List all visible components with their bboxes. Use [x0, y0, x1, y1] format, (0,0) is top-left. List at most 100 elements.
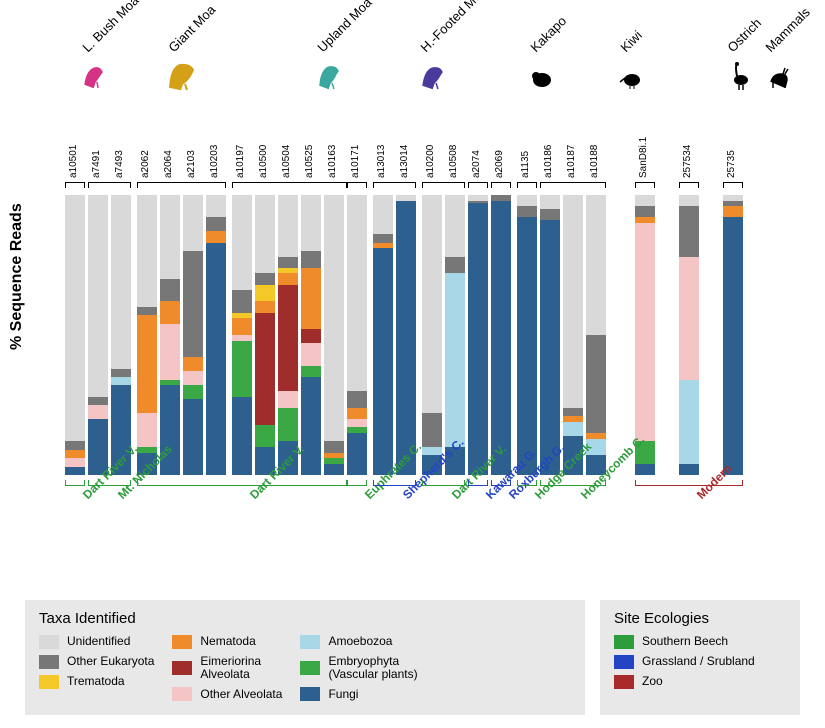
bar-segment: [88, 397, 108, 405]
bar-segment: [679, 195, 699, 206]
bar-segment: [301, 366, 321, 377]
taxa-legend-title: Taxa Identified: [39, 610, 571, 627]
bar-segment: [232, 341, 252, 397]
sample-id: a10501: [68, 145, 79, 178]
bar-segment: [468, 203, 488, 475]
bar-segment: [206, 217, 226, 231]
sample-id: a2074: [471, 150, 482, 178]
sample-bracket: [347, 182, 367, 188]
kiwi-icon: [618, 60, 648, 97]
bar-segment: [301, 377, 321, 475]
bar-segment: [160, 301, 180, 323]
stacked-bar: [517, 195, 537, 475]
bar-segment: [517, 206, 537, 217]
bar-segment: [278, 408, 298, 442]
bar-segment: [324, 441, 344, 452]
stacked-bar: [65, 195, 85, 475]
sample-bracket: [540, 182, 606, 188]
bar-segment: [347, 408, 367, 419]
species-label: Kakapo: [527, 13, 569, 55]
stacked-bar: [137, 195, 157, 475]
stacked-bar: [445, 195, 465, 475]
sample-id: a10504: [281, 145, 292, 178]
legend-swatch: [300, 687, 320, 701]
bar-segment: [301, 195, 321, 251]
species-label: H.-Footed Moa: [417, 0, 489, 55]
bar-segment: [65, 467, 85, 475]
bar-segment: [232, 195, 252, 290]
moa-small-icon: [80, 60, 110, 97]
bar-segment: [679, 380, 699, 464]
site-bracket: [137, 480, 347, 486]
bar-segment: [324, 195, 344, 441]
stacked-bar: [563, 195, 583, 475]
bar-segment: [540, 209, 560, 220]
stacked-bar: [183, 195, 203, 475]
bar-segment: [255, 285, 275, 302]
bar-segment: [445, 257, 465, 274]
bar-segment: [255, 273, 275, 284]
legend-swatch: [614, 655, 634, 669]
kakapo-icon: [528, 60, 558, 97]
bar-segment: [183, 357, 203, 371]
sample-id: a10171: [350, 145, 361, 178]
bar-segment: [255, 301, 275, 312]
species-label: Ostrich: [724, 15, 764, 55]
sample-id: a10200: [425, 145, 436, 178]
bar-segment: [206, 243, 226, 475]
legend-swatch: [614, 675, 634, 689]
sample-id: a10525: [304, 145, 315, 178]
legend-label: Trematoda: [67, 675, 125, 688]
sample-id: 25735: [726, 150, 737, 178]
bar-segment: [278, 195, 298, 257]
legend-label: Other Eukaryota: [67, 655, 154, 668]
legend-item: Southern Beech: [614, 635, 786, 649]
stacked-bar: [232, 195, 252, 475]
chart-container: % Sequence Reads L. Bush MoaGiant MoaUpl…: [0, 0, 825, 728]
bar-segment: [88, 405, 108, 419]
site-bracket: [491, 480, 511, 486]
bar-segment: [373, 234, 393, 242]
legend-swatch: [300, 661, 320, 675]
stacked-bar: [723, 195, 743, 475]
sample-labels: a10501a7491a7493a2062a2064a2103a10203a10…: [65, 120, 805, 190]
legend-item: Zoo: [614, 675, 786, 689]
bar-segment: [278, 391, 298, 408]
species-label: Giant Moa: [165, 2, 218, 55]
legend-label: Embryophyta(Vascular plants): [328, 655, 417, 681]
bar-segment: [301, 329, 321, 343]
site-legend-title: Site Ecologies: [614, 610, 786, 627]
legend-item: Other Alveolata: [172, 687, 282, 701]
legend-area: Taxa Identified Unidentified Other Eukary…: [25, 600, 805, 720]
stacked-bar: [373, 195, 393, 475]
stacked-bar: [324, 195, 344, 475]
legend-label: Unidentified: [67, 635, 130, 648]
sample-bracket: [635, 182, 655, 188]
sample-id: a10163: [327, 145, 338, 178]
bar-segment: [255, 195, 275, 273]
legend-item: Nematoda: [172, 635, 282, 649]
legend-item: Trematoda: [39, 675, 154, 689]
sample-id: a2064: [163, 150, 174, 178]
stacked-bar: [468, 195, 488, 475]
stacked-bar: [160, 195, 180, 475]
sample-id: a13013: [376, 145, 387, 178]
bar-segment: [232, 290, 252, 312]
bar-segment: [255, 313, 275, 425]
legend-swatch: [39, 675, 59, 689]
bar-segment: [88, 195, 108, 397]
bar-segment: [65, 458, 85, 466]
species-label: Mammals: [762, 5, 812, 55]
bar-segment: [255, 425, 275, 447]
site-bracket: [517, 480, 537, 486]
bar-segment: [137, 195, 157, 307]
bar-segment: [111, 369, 131, 377]
legend-label: Amoebozoa: [328, 635, 392, 648]
moa-large-icon: [166, 60, 196, 97]
legend-swatch: [39, 655, 59, 669]
stacked-bar: [88, 195, 108, 475]
bar-segment: [679, 206, 699, 256]
bar-segment: [347, 391, 367, 408]
sample-bracket: [65, 182, 85, 188]
bar-segment: [540, 195, 560, 209]
